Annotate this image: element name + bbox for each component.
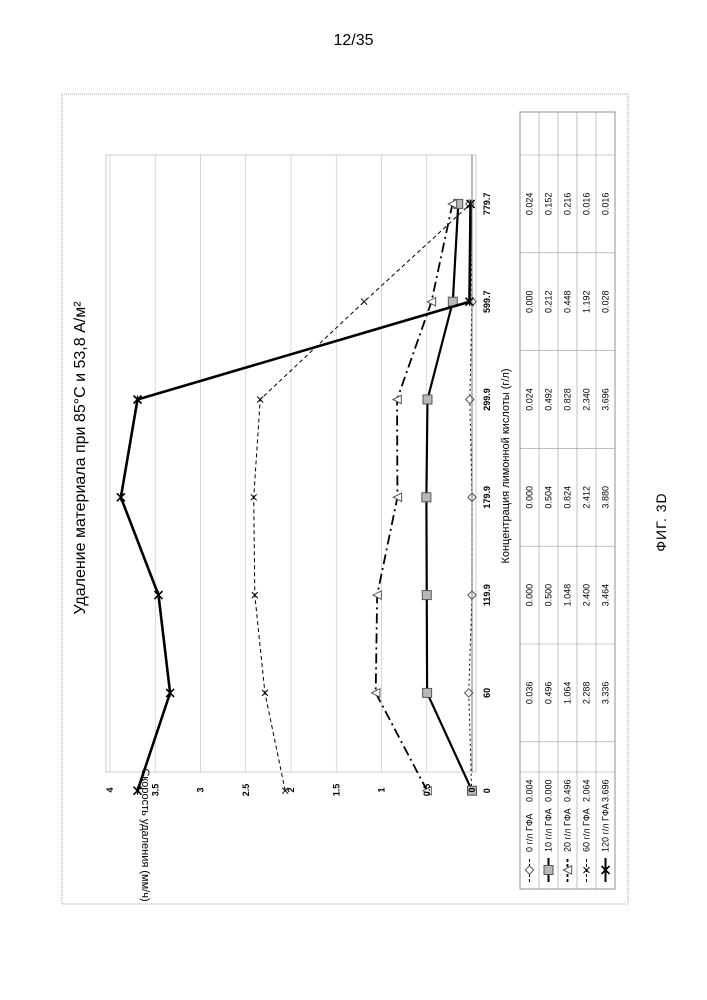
y-tick-label: 2.5	[241, 784, 251, 797]
table-cell: 3.464	[601, 584, 611, 607]
x-tick-label: 299.9	[482, 388, 492, 411]
table-cell: 0.212	[544, 290, 554, 313]
chart-title: Удаление материала при 85°C и 53,8 А/м²	[72, 301, 89, 615]
y-tick-label: 3	[196, 787, 206, 792]
table-cell: 0.016	[601, 193, 611, 216]
table-cell: 0.216	[563, 193, 573, 216]
series-point-1	[466, 395, 474, 403]
table-cell: 0.496	[544, 682, 554, 705]
table-cell: 0.000	[525, 486, 535, 509]
x-tick-label: 119.9	[482, 584, 492, 606]
table-cell: 0.492	[544, 388, 554, 411]
table-cell: 0.016	[582, 193, 592, 216]
x-tick-label: 0	[482, 788, 492, 793]
table-cell: 2.412	[582, 486, 592, 509]
table-cell: 2.340	[582, 388, 592, 411]
table-cell: 2.400	[582, 584, 592, 607]
table-cell: 2.288	[582, 682, 592, 705]
y-tick-label: 0	[467, 787, 477, 792]
series-point-2	[422, 591, 431, 600]
legend-marker	[525, 866, 533, 874]
legend-label: 10 г/л ГФА	[544, 808, 554, 852]
table-cell: 0.028	[601, 290, 611, 313]
legend-marker	[584, 867, 590, 873]
series-point-5	[155, 591, 163, 599]
series-point-4	[257, 397, 263, 403]
legend-marker	[563, 866, 571, 874]
legend-marker	[602, 866, 610, 874]
series-point-3	[372, 689, 380, 697]
series-line-3	[376, 204, 453, 791]
table-cell: 1.064	[563, 682, 573, 705]
table-cell: 2.064	[582, 779, 592, 802]
series-point-4	[361, 299, 367, 305]
series-point-2	[422, 493, 431, 502]
y-tick-label: 2	[286, 787, 296, 792]
series-line-2	[426, 204, 472, 791]
table-cell: 0.828	[563, 388, 573, 411]
series-point-2	[423, 688, 432, 697]
y-tick-label: 1	[377, 787, 387, 792]
table-cell: 3.336	[601, 682, 611, 705]
table-cell: 1.048	[563, 584, 573, 607]
figure-caption: ФИГ. 3D	[653, 492, 669, 551]
table-cell: 0.500	[544, 584, 554, 607]
table-cell: 0.000	[525, 584, 535, 607]
y-tick-label: 1.5	[331, 784, 341, 797]
table-cell: 3.880	[601, 486, 611, 509]
series-point-5	[117, 493, 125, 501]
table-cell: 0.448	[563, 290, 573, 313]
table-cell: 3.696	[601, 779, 611, 802]
x-tick-label: 179.9	[482, 486, 492, 509]
table-cell: 0.152	[544, 193, 554, 216]
legend-label: 20 г/л ГФА	[563, 808, 573, 852]
table-cell: 0.000	[544, 779, 554, 802]
series-line-4	[254, 204, 471, 791]
table-cell: 0.024	[525, 193, 535, 216]
series-line-5	[121, 204, 471, 791]
legend-label: 120 г/л ГФА	[601, 803, 611, 852]
y-tick-label: 4	[105, 787, 115, 792]
x-tick-label: 779.7	[482, 193, 492, 216]
series-point-4	[251, 494, 257, 500]
table-cell: 0.824	[563, 486, 573, 509]
table-cell: 0.024	[525, 388, 535, 411]
table-cell: 0.004	[525, 779, 535, 802]
table-cell: 0.496	[563, 779, 573, 802]
series-point-5	[166, 689, 174, 697]
y-axis-label: Скорость удаления (мм/ч)	[139, 768, 151, 901]
table-cell: 0.000	[525, 290, 535, 313]
table-cell: 1.192	[582, 290, 592, 313]
y-tick-label: 0.5	[422, 784, 432, 797]
x-tick-label: 599.7	[482, 290, 492, 313]
legend-marker	[544, 866, 553, 875]
x-tick-label: 60	[482, 688, 492, 698]
x-axis-label: Концентрация лимонной кислоты (г/л)	[500, 368, 512, 563]
table-cell: 0.504	[544, 486, 554, 509]
series-point-3	[427, 298, 435, 306]
legend-label: 60 г/л ГФА	[582, 808, 592, 852]
legend-label: 0 г/л ГФА	[525, 813, 535, 852]
series-point-2	[423, 395, 432, 404]
table-cell: 0.036	[525, 682, 535, 705]
table-cell: 3.696	[601, 388, 611, 411]
